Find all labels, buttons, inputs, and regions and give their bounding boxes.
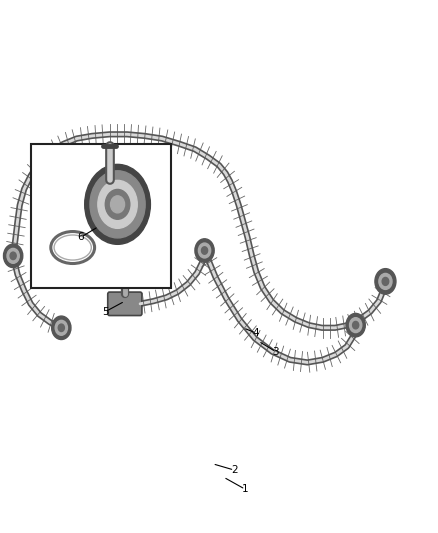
Circle shape [353, 321, 359, 329]
Circle shape [195, 239, 214, 262]
Circle shape [110, 196, 124, 213]
Text: 2: 2 [231, 465, 238, 475]
Circle shape [58, 324, 64, 332]
Circle shape [382, 277, 389, 286]
Text: 3: 3 [272, 347, 279, 357]
Circle shape [10, 252, 16, 260]
Text: 4: 4 [253, 328, 260, 338]
Bar [31, 144, 171, 288]
Circle shape [55, 320, 67, 335]
Circle shape [90, 171, 145, 238]
Circle shape [375, 269, 396, 294]
Ellipse shape [54, 235, 92, 260]
FancyBboxPatch shape [108, 292, 142, 316]
Ellipse shape [51, 231, 95, 263]
Text: 5: 5 [102, 307, 109, 317]
Circle shape [4, 244, 23, 268]
Circle shape [346, 313, 365, 337]
Circle shape [201, 247, 208, 254]
Text: 6: 6 [78, 232, 85, 242]
Circle shape [85, 164, 150, 244]
Circle shape [98, 180, 137, 228]
Circle shape [7, 248, 19, 263]
Circle shape [105, 189, 130, 219]
Text: 1: 1 [242, 484, 249, 494]
Circle shape [379, 273, 392, 289]
Circle shape [198, 243, 211, 258]
Circle shape [52, 316, 71, 340]
Circle shape [350, 318, 362, 333]
